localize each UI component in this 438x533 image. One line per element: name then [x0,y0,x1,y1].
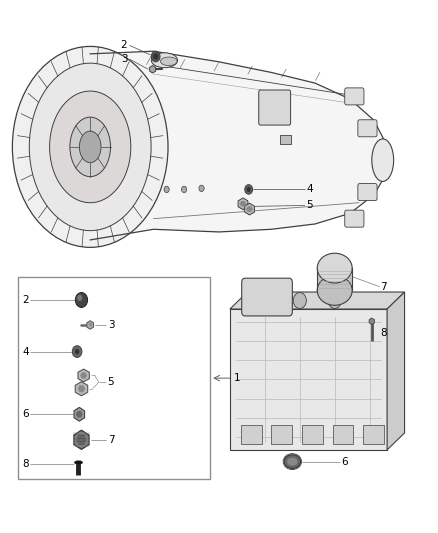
Text: 8: 8 [22,459,29,469]
Circle shape [293,293,306,309]
Text: 4: 4 [22,346,29,357]
Polygon shape [317,268,352,290]
Ellipse shape [317,253,352,283]
Circle shape [328,293,341,309]
Circle shape [181,186,187,192]
Ellipse shape [372,139,394,181]
Polygon shape [90,51,385,240]
Bar [18,277,210,479]
Circle shape [89,323,92,326]
Ellipse shape [151,53,177,68]
Ellipse shape [29,63,151,231]
Ellipse shape [12,46,168,247]
Polygon shape [87,321,94,329]
FancyBboxPatch shape [358,120,377,137]
Bar [272,425,292,443]
Bar [241,425,262,443]
Ellipse shape [70,117,110,176]
Polygon shape [369,318,374,325]
Text: 8: 8 [381,328,387,338]
Circle shape [153,53,158,60]
Circle shape [199,185,204,191]
FancyBboxPatch shape [358,183,377,200]
Polygon shape [78,385,85,392]
Text: 1: 1 [234,373,241,383]
Ellipse shape [160,57,177,66]
Polygon shape [387,292,405,450]
Ellipse shape [79,131,101,163]
Circle shape [77,295,82,301]
Text: 5: 5 [306,200,313,211]
Polygon shape [74,430,89,449]
Text: 2: 2 [22,295,29,305]
Polygon shape [245,203,254,215]
Ellipse shape [49,91,131,203]
Text: 3: 3 [121,54,127,64]
Circle shape [247,187,251,192]
Bar [280,135,291,144]
Text: 7: 7 [381,282,387,292]
FancyBboxPatch shape [259,90,290,125]
FancyBboxPatch shape [242,278,292,316]
Polygon shape [230,292,405,309]
Polygon shape [74,407,85,421]
Polygon shape [150,66,155,73]
Circle shape [72,346,82,358]
Bar [302,425,323,443]
Ellipse shape [287,458,297,466]
Polygon shape [78,369,89,382]
Text: 5: 5 [108,377,114,387]
Polygon shape [238,198,248,209]
Text: 3: 3 [108,320,114,330]
Text: 2: 2 [121,41,127,50]
Bar [363,425,384,443]
Text: 6: 6 [341,457,348,466]
Polygon shape [76,411,83,417]
Polygon shape [75,382,88,396]
Ellipse shape [284,455,300,469]
Polygon shape [76,435,87,445]
Bar [332,425,353,443]
FancyBboxPatch shape [345,210,364,227]
Circle shape [151,51,160,62]
Polygon shape [230,309,387,450]
Text: 7: 7 [108,435,114,445]
Circle shape [164,186,169,192]
Circle shape [245,184,253,194]
Polygon shape [246,206,253,212]
Text: 4: 4 [306,184,313,195]
Ellipse shape [317,276,352,305]
Circle shape [258,293,272,309]
Circle shape [75,349,79,354]
FancyBboxPatch shape [345,88,364,105]
Text: 6: 6 [22,409,29,419]
Circle shape [75,293,88,308]
Polygon shape [80,372,87,379]
Polygon shape [240,201,247,206]
